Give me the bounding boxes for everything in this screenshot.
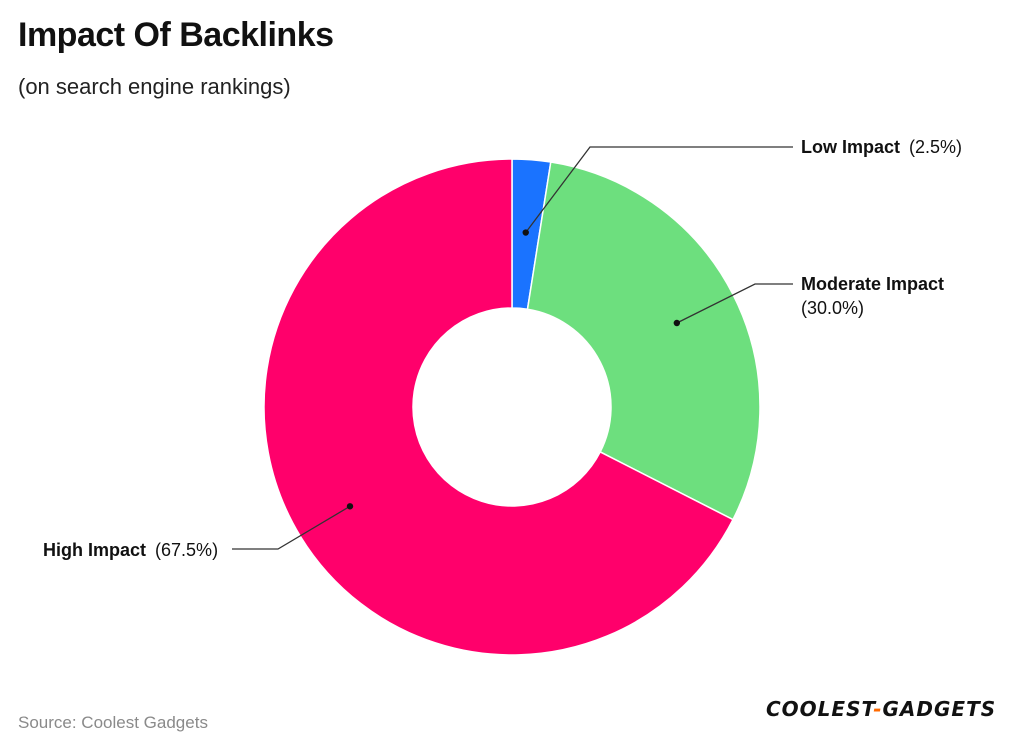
leader-line (676, 283, 793, 324)
donut-slice-moderate-impact (526, 161, 761, 521)
slice-label-value: (30.0%) (801, 298, 864, 318)
leader-dot (346, 503, 354, 510)
slice-label-moderate-impact: Moderate Impact (801, 274, 944, 294)
slice-label-low-impact: Low Impact (2.5%) (801, 137, 962, 157)
leader-line (525, 146, 793, 233)
slice-label-name: Moderate Impact (801, 274, 944, 294)
leader-dot (673, 319, 681, 327)
chart-title: Impact Of Backlinks (18, 16, 334, 54)
leader-line (232, 505, 351, 550)
slice-label-value: (2.5%) (909, 137, 962, 157)
donut-slice-high-impact (263, 158, 734, 656)
slice-label-high-impact: High Impact (67.5%) (43, 540, 218, 560)
source-note: Source: Coolest Gadgets (18, 713, 208, 732)
slice-label-name: High Impact (43, 540, 146, 560)
leader-dot (522, 229, 529, 236)
slice-label-name: Low Impact (801, 137, 900, 157)
chart-subtitle: (on search engine rankings) (18, 74, 291, 99)
brand-logo: COOLEST-GADGETS (766, 697, 997, 721)
slice-label-value: (67.5%) (155, 540, 218, 560)
